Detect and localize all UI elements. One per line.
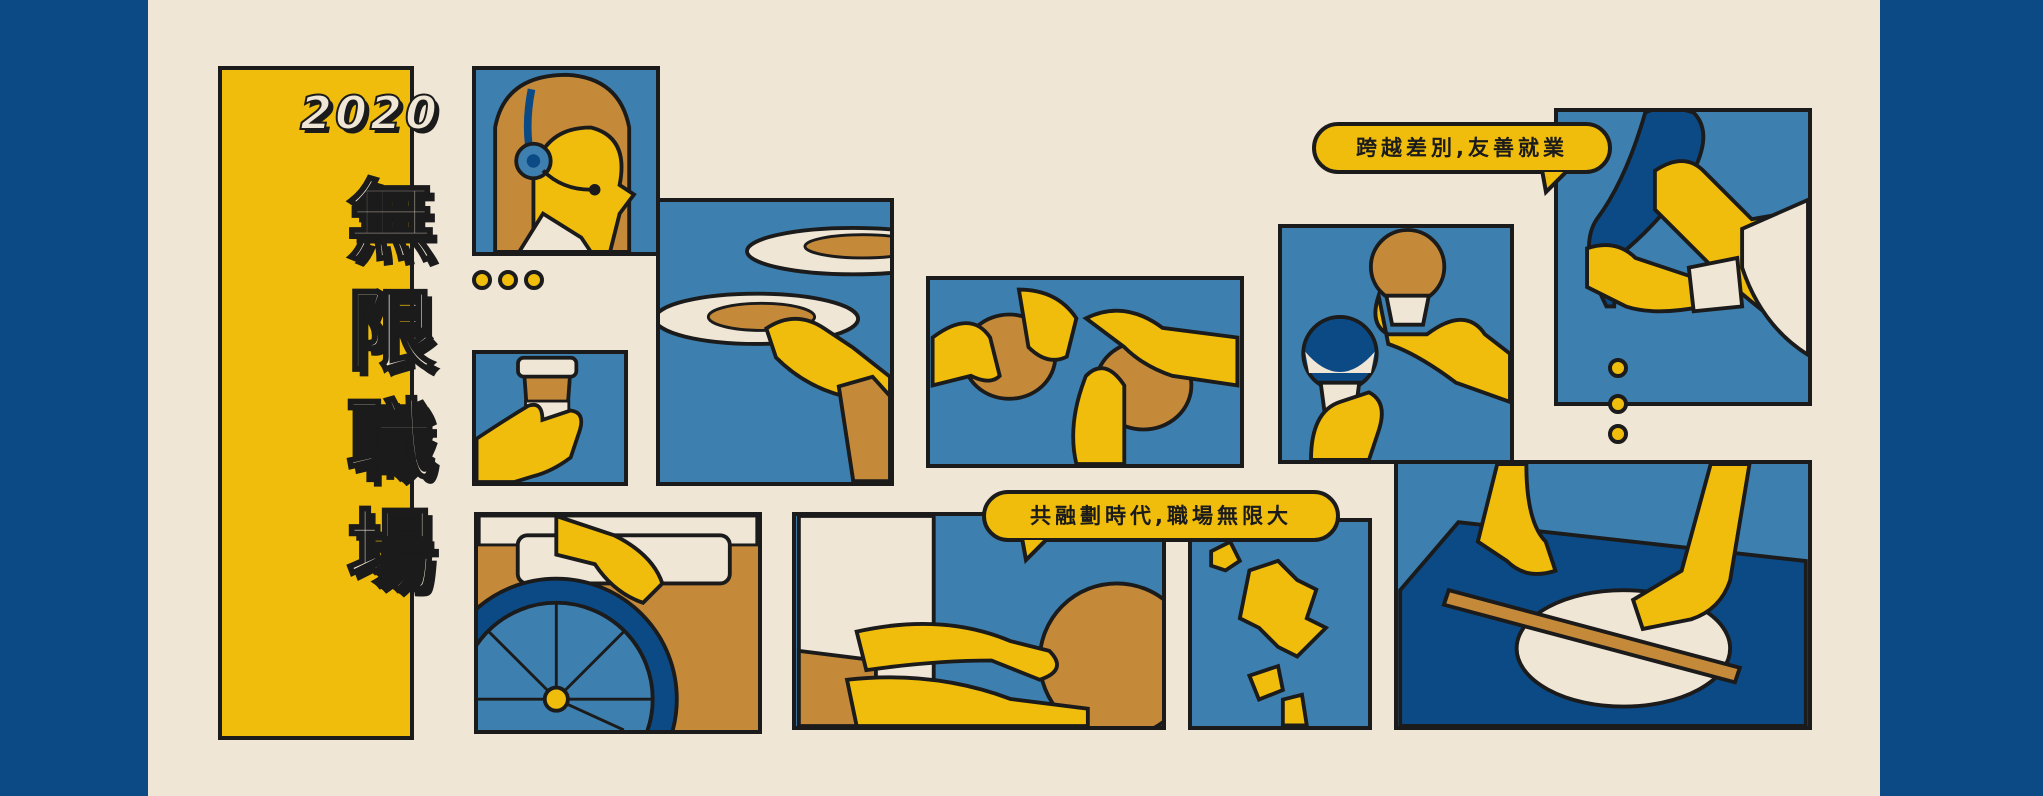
piping-panel [1554,108,1812,406]
map-panel [1188,518,1372,730]
taiwan-map-icon [1237,558,1330,659]
title-char-1: 無 [345,170,436,273]
crafting-panel [792,512,1166,730]
dot-1 [472,270,492,290]
call-center-illustration [493,72,637,252]
title-char-4: 場 [345,500,436,603]
bulbs-illustration [1301,228,1510,460]
kneading-panel [926,276,1244,468]
bubble-bottom-tail [1020,538,1050,564]
title-column [218,66,414,740]
drop-3 [1608,424,1628,444]
serving-illustration [660,226,890,482]
rolling-panel [1394,460,1812,730]
coffee-panel [472,350,628,486]
bubble-bottom: 共融劃時代,職場無限大 [982,490,1340,542]
title-char-2: 限 [345,280,436,383]
lightbulb-icon [1368,228,1447,306]
map-illustration [1209,539,1330,726]
serving-panel [656,198,894,486]
wheelchair-illustration [478,516,758,730]
bulbs-panel [1278,224,1514,464]
drop-1 [1608,358,1628,378]
wheelchair-panel [474,512,762,734]
call-center-panel [472,66,660,256]
piping-illustration [1585,112,1808,358]
crafting-illustration [796,516,1162,726]
year-label: 2020 [299,85,441,141]
bubble-top: 跨越差別,友善就業 [1312,122,1612,174]
title-char-3: 職 [345,390,436,493]
bubble-top-tail [1540,170,1570,196]
coffee-illustration [476,355,584,482]
dot-2 [498,270,518,290]
dot-3 [524,270,544,290]
coffee-cup-icon [516,355,579,379]
kneading-illustration [930,287,1240,464]
drop-2 [1608,394,1628,414]
rolling-pin-icon [1441,587,1743,685]
rolling-illustration [1398,464,1808,726]
